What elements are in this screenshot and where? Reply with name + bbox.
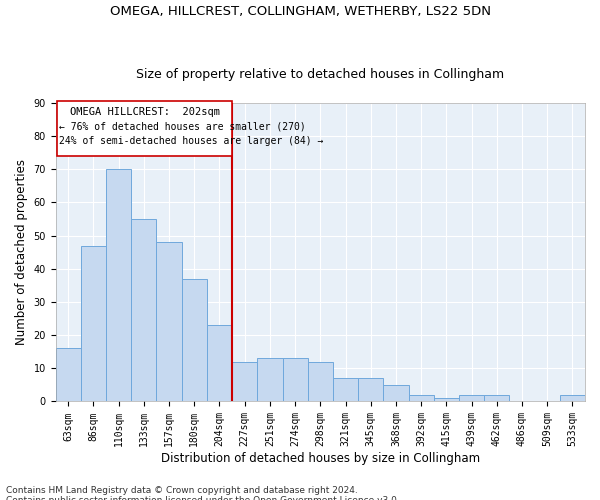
Bar (106, 170, 131, 402)
Bar (484, 395, 509, 402)
Bar (257, 358, 283, 402)
Bar (560, 395, 585, 402)
Bar (56, 348, 81, 402)
Bar (383, 385, 409, 402)
Bar (434, 398, 459, 402)
Text: OMEGA HILLCREST:  202sqm: OMEGA HILLCREST: 202sqm (70, 108, 220, 118)
Y-axis label: Number of detached properties: Number of detached properties (15, 159, 28, 345)
Bar (232, 362, 257, 402)
FancyBboxPatch shape (57, 102, 232, 156)
Bar (131, 219, 157, 402)
Bar (459, 395, 484, 402)
Bar (182, 279, 207, 402)
Bar (157, 242, 182, 402)
Text: 24% of semi-detached houses are larger (84) →: 24% of semi-detached houses are larger (… (59, 136, 324, 146)
Text: Contains HM Land Registry data © Crown copyright and database right 2024.: Contains HM Land Registry data © Crown c… (6, 486, 358, 495)
Bar (81, 246, 106, 402)
Text: Contains public sector information licensed under the Open Government Licence v3: Contains public sector information licen… (6, 496, 400, 500)
Bar (409, 395, 434, 402)
Text: OMEGA, HILLCREST, COLLINGHAM, WETHERBY, LS22 5DN: OMEGA, HILLCREST, COLLINGHAM, WETHERBY, … (110, 5, 491, 18)
Text: ← 76% of detached houses are smaller (270): ← 76% of detached houses are smaller (27… (59, 121, 306, 131)
Bar (207, 325, 232, 402)
X-axis label: Distribution of detached houses by size in Collingham: Distribution of detached houses by size … (161, 452, 480, 465)
Bar (333, 378, 358, 402)
Title: Size of property relative to detached houses in Collingham: Size of property relative to detached ho… (136, 68, 505, 81)
Bar (308, 362, 333, 402)
Bar (283, 358, 308, 402)
Bar (358, 378, 383, 402)
